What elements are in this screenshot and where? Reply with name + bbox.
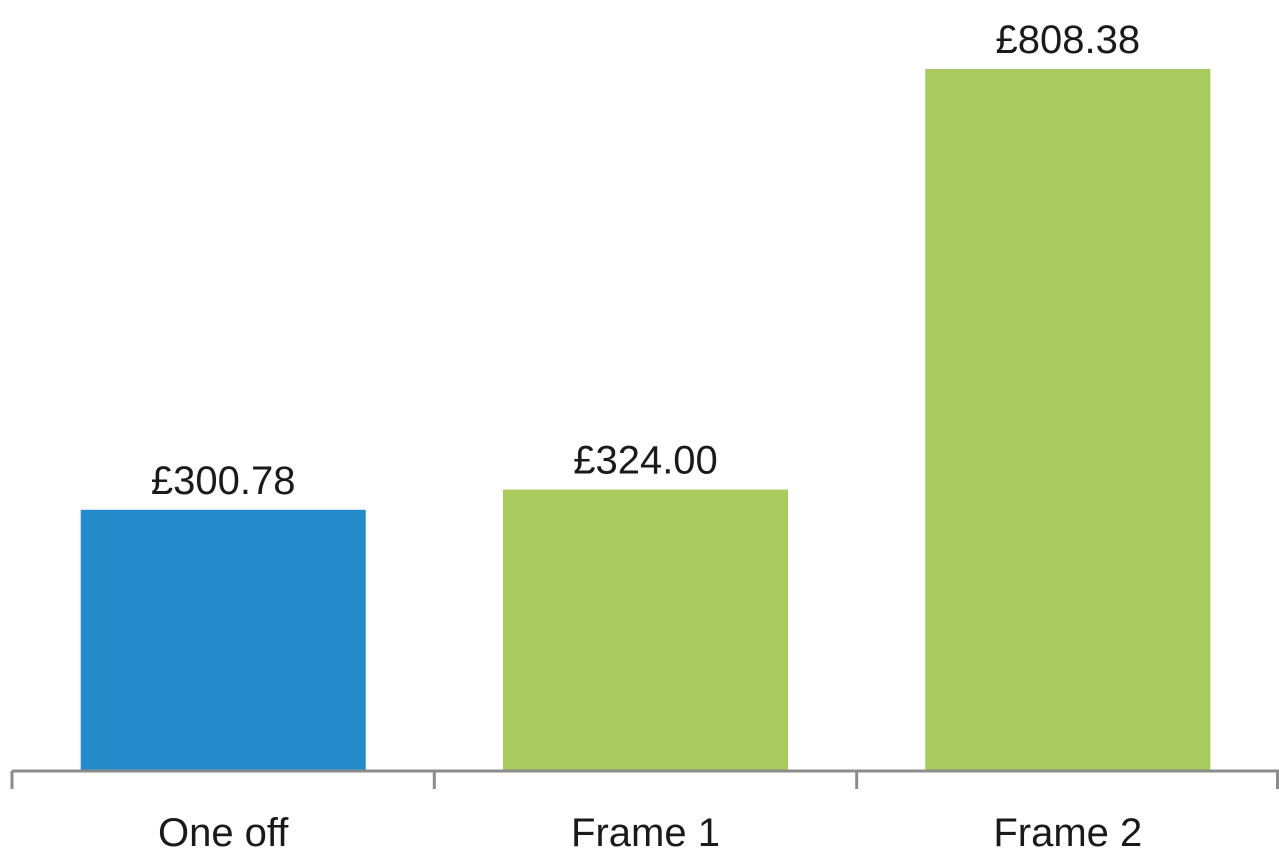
data-label-frame-1: £324.00 (573, 439, 718, 483)
x-tick-label-frame-2: Frame 2 (993, 811, 1142, 855)
x-tick-label-one-off: One off (158, 811, 289, 855)
data-labels-layer: £300.78 £324.00 £808.38 (151, 18, 1140, 503)
x-tick-labels: One off Frame 1 Frame 2 (158, 811, 1142, 855)
bar-frame-1 (503, 489, 788, 771)
x-axis (10, 769, 1279, 789)
bar-one-off (80, 509, 366, 771)
bars-layer (80, 69, 1211, 771)
bar-frame-2 (925, 69, 1211, 771)
data-label-frame-2: £808.38 (996, 18, 1141, 62)
data-label-one-off: £300.78 (151, 459, 296, 503)
x-tick-label-frame-1: Frame 1 (571, 811, 720, 855)
